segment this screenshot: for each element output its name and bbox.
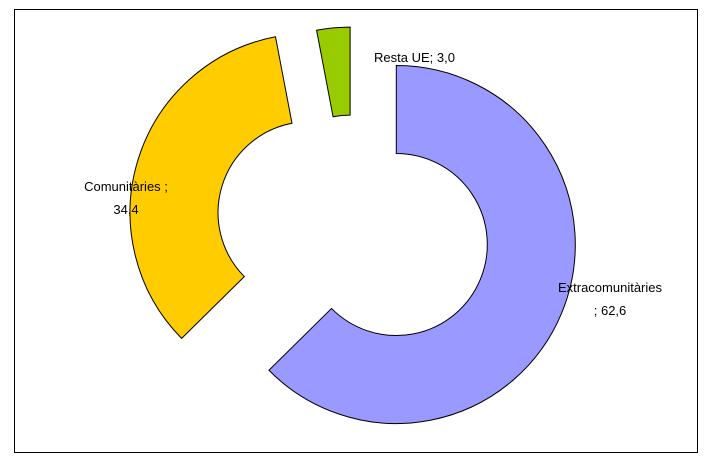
label-extracomunitaries-line2: ; 62,6 — [594, 303, 627, 318]
slice-extracomunit-ries — [268, 65, 576, 425]
label-resta-ue: Resta UE; 3,0 — [374, 50, 455, 65]
label-comunitaries-line2: 34,4 — [113, 202, 138, 217]
label-comunitaries-line1: Comunitàries ; — [84, 179, 168, 194]
label-extracomunitaries-line1: Extracomunitàries — [558, 280, 663, 295]
label-extracomunitaries: Extracomunitàries ; 62,6 — [558, 280, 663, 318]
label-resta-ue-line1: Resta UE; 3,0 — [374, 50, 455, 65]
label-comunitaries: Comunitàries ; 34,4 — [84, 179, 168, 217]
slices-group — [129, 26, 576, 425]
slice-resta-ue — [315, 26, 351, 118]
slice-comunit-ries — [129, 36, 293, 340]
